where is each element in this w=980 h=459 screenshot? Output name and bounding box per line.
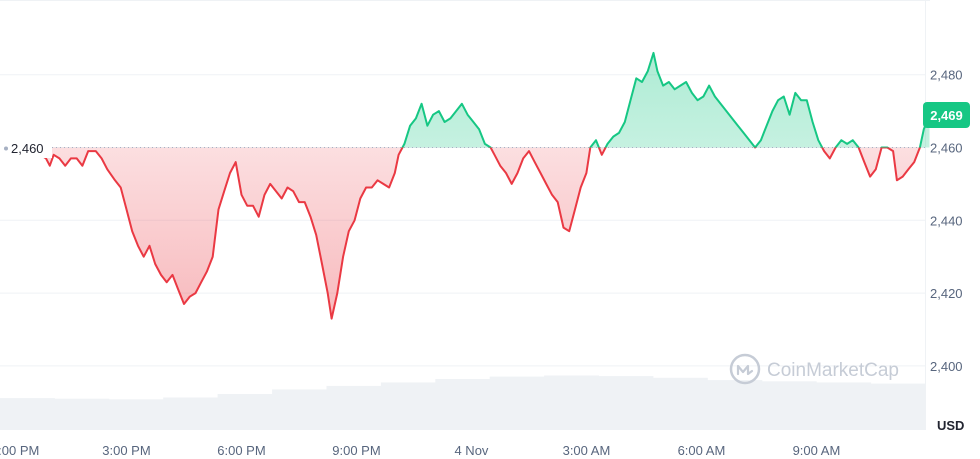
- x-tick-label: 4 Nov: [454, 443, 488, 458]
- y-tick-label: 2,400: [930, 359, 963, 374]
- x-tick-label: 3:00 AM: [563, 443, 611, 458]
- baseline-label: 2,460: [11, 141, 44, 156]
- volume-bar: [761, 381, 817, 430]
- up-area: [6, 52, 930, 148]
- volume-bar: [54, 398, 110, 430]
- volume-bar: [816, 382, 872, 430]
- y-axis: 2,480 2,460 2,440 2,420 2,400: [930, 68, 963, 374]
- baseline-tag: 2,460: [0, 140, 52, 158]
- y-tick-label: 2,480: [930, 68, 963, 83]
- x-tick-label: 6:00 PM: [217, 443, 265, 458]
- volume-bar: [707, 380, 763, 430]
- volume-bar: [272, 389, 327, 430]
- current-price-label: 2,469: [930, 108, 963, 123]
- volume-bar: [163, 397, 219, 430]
- area-fill-below-baseline: [6, 147, 930, 319]
- volume-bar: [598, 376, 654, 430]
- volume-bar: [489, 376, 545, 430]
- y-tick-label: 2,420: [930, 286, 963, 301]
- currency-label: USD: [937, 418, 964, 433]
- frame-right-border: [925, 0, 926, 430]
- volume-bar: [544, 375, 599, 430]
- down-area: [6, 147, 930, 319]
- volume-bar: [435, 379, 491, 430]
- x-tick-label: 9:00 AM: [793, 443, 841, 458]
- price-line-above-baseline: [6, 51, 930, 148]
- baseline-tag-dot: [4, 146, 8, 151]
- baseline-tag-bg: [0, 140, 52, 158]
- frame-top-border: [0, 0, 930, 1]
- coinmarketcap-logo-icon: [729, 353, 761, 385]
- volume-bar: [108, 399, 164, 430]
- volume-bar: [0, 398, 55, 430]
- x-tick-label: 3:00 PM: [102, 443, 150, 458]
- x-axis: 12:00 PM 3:00 PM 6:00 PM 9:00 PM 4 Nov 3:00 A…: [0, 443, 840, 458]
- x-tick-label: 9:00 PM: [332, 443, 380, 458]
- volume-bar: [217, 394, 273, 430]
- area-fill-above-baseline: [6, 52, 930, 148]
- x-tick-label: 6:00 AM: [678, 443, 726, 458]
- volume-bar: [870, 383, 926, 430]
- y-tick-label: 2,440: [930, 213, 963, 228]
- y-tick-label: 2,460: [930, 141, 963, 156]
- volume-bar: [326, 385, 382, 430]
- volume-bars: [0, 375, 926, 430]
- current-price-tag-bg: [923, 102, 970, 128]
- volume-bar: [380, 382, 436, 430]
- x-tick-label: 12:00 PM: [0, 443, 39, 458]
- price-line-below-baseline: [6, 147, 921, 320]
- current-price-tag: 2,469: [923, 102, 970, 128]
- watermark: CoinMarketCap: [729, 353, 899, 385]
- watermark-text: CoinMarketCap: [767, 360, 899, 381]
- volume-bar: [652, 377, 708, 430]
